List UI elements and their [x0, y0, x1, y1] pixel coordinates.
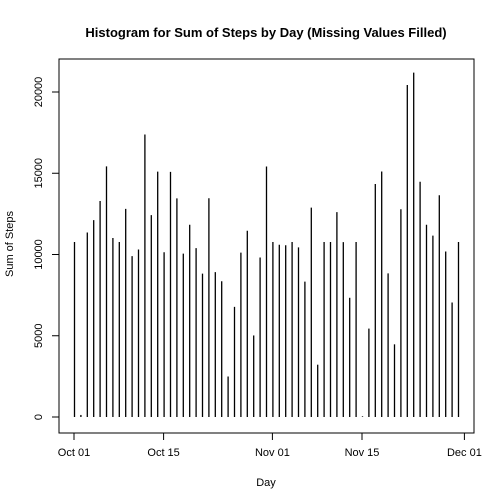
- y-tick-label: 15000: [33, 158, 45, 189]
- y-tick-label: 10000: [33, 239, 45, 270]
- x-axis: Oct 01 Oct 15 Nov 01 Nov 15 Dec 01: [58, 432, 482, 459]
- x-tick-label: Dec 01: [447, 447, 482, 459]
- x-axis-title: Day: [256, 477, 276, 489]
- x-tick-label: Oct 01: [58, 447, 90, 459]
- y-axis-title: Sum of Steps: [4, 210, 16, 277]
- y-axis: 0 5000 10000 15000 20000: [33, 77, 60, 420]
- x-tick-label: Nov 01: [255, 447, 290, 459]
- y-tick-label: 0: [33, 414, 45, 420]
- chart-title: Histogram for Sum of Steps by Day (Missi…: [85, 25, 446, 40]
- y-tick-label: 5000: [33, 324, 45, 348]
- y-tick-label: 20000: [33, 77, 45, 108]
- x-tick-label: Nov 15: [345, 447, 380, 459]
- x-tick-label: Oct 15: [147, 447, 179, 459]
- bars: [73, 72, 460, 417]
